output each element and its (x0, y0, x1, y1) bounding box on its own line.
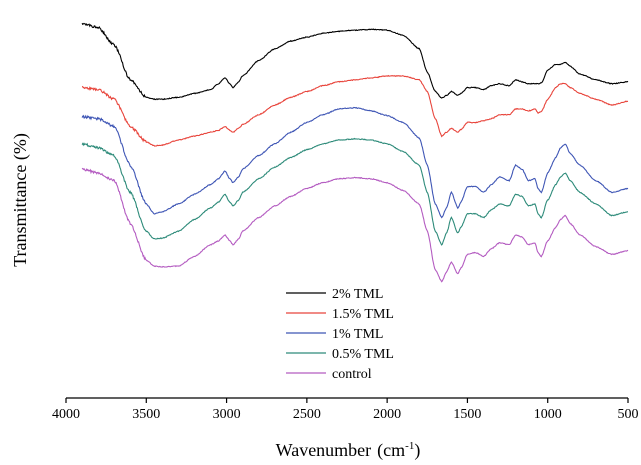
x-axis-title-unit-exp: -1 (405, 440, 414, 452)
x-axis-title-main: Wavenumber (276, 440, 372, 460)
legend: 2% TML 1.5% TML 1% TML 0.5% TML control (286, 287, 394, 382)
x-tick-label-1500: 1500 (453, 407, 481, 422)
series-line-1-5-tml (81, 74, 629, 147)
legend-label: 0.5% TML (332, 347, 394, 362)
x-tick-label-2500: 2500 (293, 407, 321, 422)
series-line-1-tml (81, 106, 629, 219)
x-tick-label-2000: 2000 (373, 407, 401, 422)
y-axis-title: Transmittance (%) (10, 133, 31, 267)
x-tick-label-500: 500 (618, 407, 639, 422)
series-line-control (81, 167, 629, 283)
legend-label: 2% TML (332, 287, 383, 302)
legend-label: 1% TML (332, 327, 383, 342)
series-line-0-5-tml (81, 137, 628, 246)
x-axis-title: Wavenumber (cm-1) (276, 440, 421, 461)
x-tick-label-1000: 1000 (534, 407, 562, 422)
x-axis-title-unit: cm (383, 440, 405, 460)
legend-label: 1.5% TML (332, 307, 394, 322)
legend-label: control (332, 367, 372, 382)
x-tick-label-3500: 3500 (132, 407, 160, 422)
x-tick-label-3000: 3000 (213, 407, 241, 422)
x-axis-ticks: 4000 3500 3000 2500 2000 1500 1000 500 (52, 398, 639, 422)
x-tick-label-4000: 4000 (52, 407, 80, 422)
series-line-2-tml (81, 22, 629, 101)
series-lines (81, 22, 629, 283)
